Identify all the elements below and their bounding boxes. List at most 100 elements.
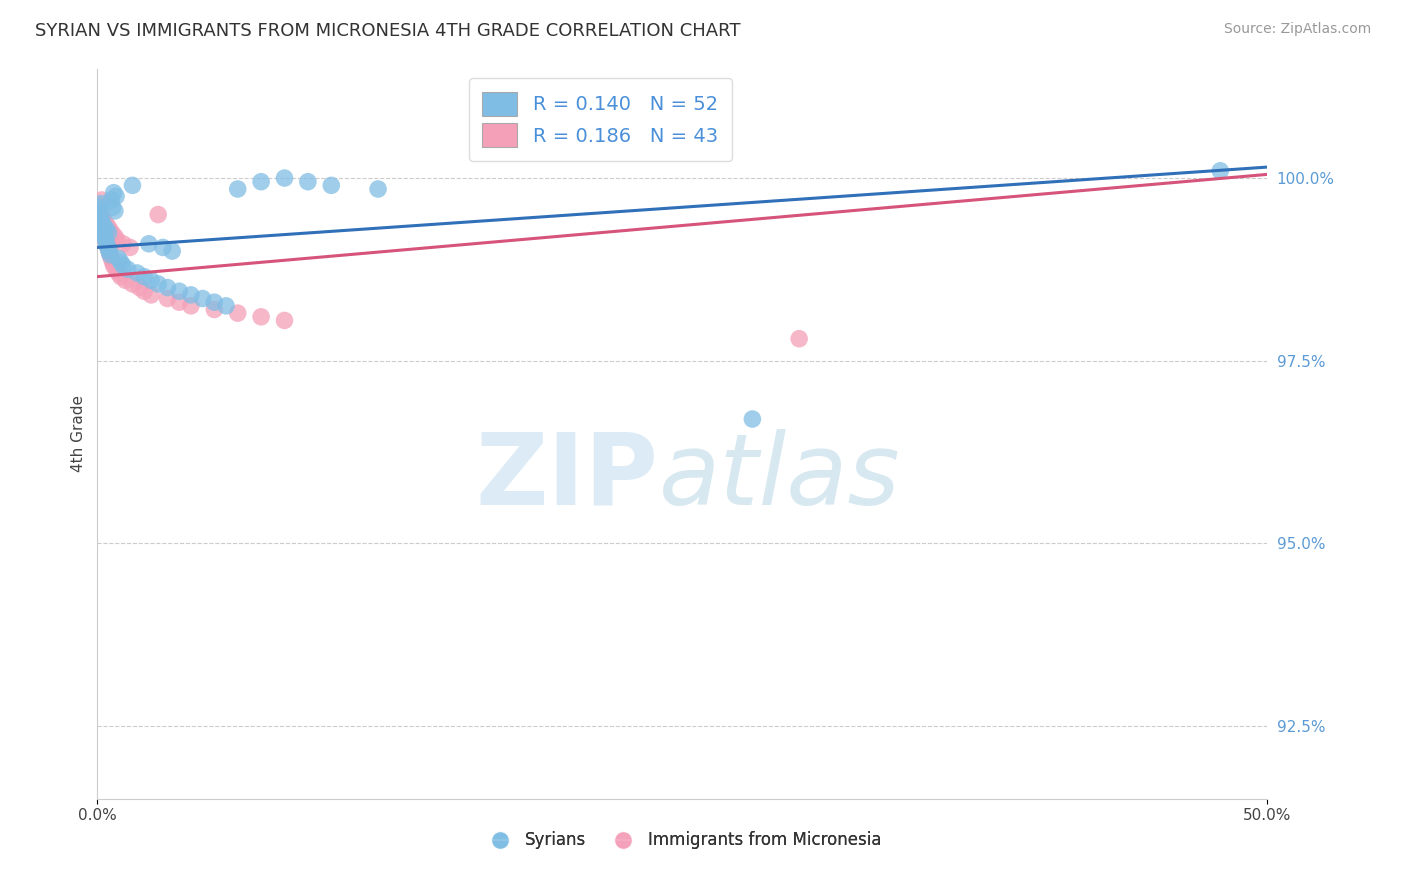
Point [134, 269, 156, 284]
Point [89, 208, 111, 222]
Point [1209, 163, 1232, 178]
Point [93, 229, 115, 244]
Point [94, 233, 117, 247]
Point [89, 211, 111, 226]
Text: Source: ZipAtlas.com: Source: ZipAtlas.com [1223, 22, 1371, 37]
Point [89, 203, 111, 218]
Point [156, 280, 179, 294]
Point [89, 211, 111, 226]
Point [103, 259, 125, 273]
Point [273, 171, 295, 186]
Point [101, 200, 124, 214]
Point [202, 295, 225, 310]
Point [91, 222, 114, 236]
Point [141, 288, 163, 302]
Point [127, 266, 149, 280]
Point [91, 226, 114, 240]
Point [89, 200, 111, 214]
Point [215, 299, 238, 313]
Point [101, 226, 124, 240]
Point [98, 248, 121, 262]
Point [321, 178, 343, 193]
Point [96, 236, 118, 251]
Point [98, 222, 121, 236]
Point [87, 203, 110, 218]
Point [98, 248, 121, 262]
Point [93, 229, 115, 244]
Point [89, 208, 111, 222]
Text: SYRIAN VS IMMIGRANTS FROM MICRONESIA 4TH GRADE CORRELATION CHART: SYRIAN VS IMMIGRANTS FROM MICRONESIA 4TH… [35, 22, 741, 40]
Point [273, 313, 295, 327]
Point [146, 277, 169, 291]
Point [97, 240, 120, 254]
Point [121, 277, 143, 291]
Point [93, 219, 115, 233]
Point [90, 215, 112, 229]
Point [202, 302, 225, 317]
Point [117, 262, 139, 277]
Point [226, 306, 249, 320]
Text: ZIP: ZIP [475, 429, 659, 526]
Point [128, 280, 150, 294]
Point [97, 226, 120, 240]
Point [134, 285, 156, 299]
Point [96, 222, 118, 236]
Point [121, 178, 143, 193]
Point [97, 240, 120, 254]
Point [104, 203, 127, 218]
Point [110, 255, 132, 269]
Point [103, 186, 125, 200]
Point [107, 266, 129, 280]
Point [105, 189, 128, 203]
Point [110, 269, 132, 284]
Point [250, 175, 273, 189]
Point [152, 240, 174, 254]
Point [250, 310, 273, 324]
Point [226, 182, 249, 196]
Point [107, 252, 129, 266]
Point [94, 233, 117, 247]
Point [180, 299, 202, 313]
Point [112, 236, 135, 251]
Point [96, 219, 118, 233]
Point [91, 226, 114, 240]
Point [160, 244, 183, 258]
Point [156, 292, 179, 306]
Point [89, 215, 111, 229]
Point [87, 211, 110, 226]
Point [91, 219, 114, 233]
Legend: Syrians, Immigrants from Micronesia: Syrians, Immigrants from Micronesia [477, 825, 889, 856]
Point [146, 208, 169, 222]
Point [787, 332, 810, 346]
Point [101, 255, 124, 269]
Point [90, 196, 112, 211]
Point [96, 236, 118, 251]
Point [367, 182, 389, 196]
Point [141, 273, 163, 287]
Point [91, 211, 114, 226]
Point [741, 412, 763, 426]
Point [297, 175, 319, 189]
Point [89, 200, 111, 214]
Y-axis label: 4th Grade: 4th Grade [72, 395, 86, 472]
Point [191, 292, 214, 306]
Point [180, 288, 202, 302]
Point [94, 215, 117, 229]
Point [138, 236, 160, 251]
Point [90, 215, 112, 229]
Point [114, 273, 136, 287]
Point [167, 295, 190, 310]
Point [105, 262, 128, 277]
Point [120, 240, 142, 254]
Point [91, 222, 114, 236]
Point [100, 252, 122, 266]
Point [105, 233, 128, 247]
Point [90, 219, 112, 233]
Point [90, 193, 112, 207]
Text: atlas: atlas [659, 429, 900, 526]
Point [98, 244, 121, 258]
Point [98, 244, 121, 258]
Point [104, 229, 127, 244]
Point [167, 285, 190, 299]
Point [112, 259, 135, 273]
